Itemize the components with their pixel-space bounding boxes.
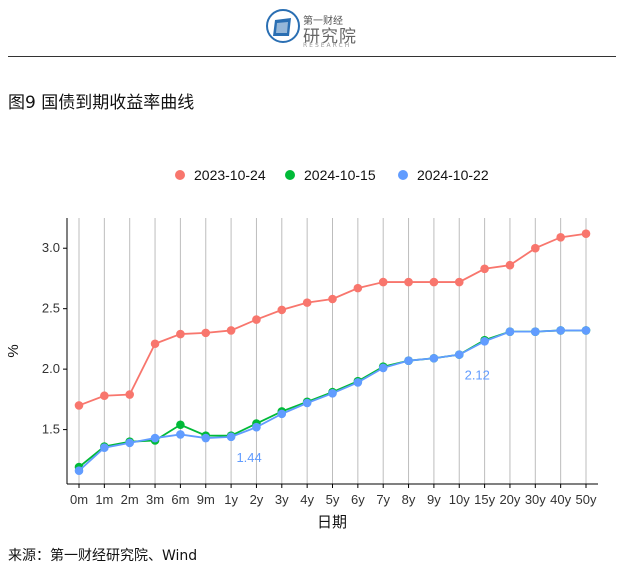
data-point xyxy=(429,277,439,287)
x-tick-label: 9m xyxy=(197,492,215,507)
header-divider xyxy=(8,56,616,57)
data-point xyxy=(353,283,363,293)
legend-item: 2024-10-22 xyxy=(398,167,489,183)
data-point xyxy=(581,326,591,335)
x-tick-label: 0m xyxy=(70,492,88,507)
legend-label: 2024-10-22 xyxy=(417,167,489,183)
x-tick-label: 7y xyxy=(376,492,390,507)
data-point xyxy=(100,443,109,453)
data-point xyxy=(176,420,185,430)
data-point xyxy=(556,233,565,242)
data-point xyxy=(252,315,261,324)
logo-text-top: 第一财经 xyxy=(303,16,343,27)
chart-annotations: 1.44 2.12 xyxy=(236,368,489,465)
data-point xyxy=(201,433,211,443)
logo-text-main: 研究院 xyxy=(303,27,357,47)
legend-key xyxy=(285,170,295,180)
x-tick-label: 2y xyxy=(250,492,264,507)
logo: 第一财经 研究院 RESEARCH xyxy=(265,6,375,49)
x-tick-label: 3m xyxy=(146,492,164,507)
data-point xyxy=(277,305,287,315)
legend-item: 2024-10-15 xyxy=(285,167,376,183)
x-tick-label: 50y xyxy=(576,492,597,507)
data-point xyxy=(328,389,337,398)
data-point xyxy=(454,277,464,287)
x-axis-label: 日期 xyxy=(317,513,347,531)
chart-legend: 2023-10-24 2024-10-15 2024-10-22 xyxy=(175,167,489,183)
chart-series xyxy=(74,229,591,476)
x-tick-label: 4y xyxy=(300,492,314,507)
y-tick-label: 2.5 xyxy=(42,301,60,316)
x-tick-label: 3y xyxy=(275,492,289,507)
data-point xyxy=(378,363,388,373)
x-tick-label: 5y xyxy=(326,492,340,507)
x-tick-label: 40y xyxy=(550,492,571,507)
x-tick-label: 1y xyxy=(224,492,238,507)
x-tick-label: 9y xyxy=(427,492,441,507)
logo-emblem-icon xyxy=(266,9,300,43)
source-note: 来源：第一财经研究院、Wind xyxy=(8,548,198,564)
legend-key xyxy=(398,170,408,180)
x-tick-label: 8y xyxy=(402,492,416,507)
y-tick-label: 1.5 xyxy=(42,422,60,437)
logo-text-sub: RESEARCH xyxy=(303,42,352,49)
data-point xyxy=(581,229,591,239)
y-tick-label: 3.0 xyxy=(42,240,60,255)
data-label: 2.12 xyxy=(465,368,490,383)
data-point xyxy=(556,326,565,335)
data-point xyxy=(531,243,540,253)
data-point xyxy=(125,438,134,448)
data-point xyxy=(429,353,439,363)
data-point xyxy=(378,277,388,287)
y-ticks: 1.5 2.0 2.5 3.0 xyxy=(42,240,67,437)
data-point xyxy=(302,298,312,307)
data-point xyxy=(505,260,515,270)
series-2023-10-24 xyxy=(74,229,591,410)
x-tick-label: 6m xyxy=(171,492,189,507)
data-point xyxy=(226,432,236,442)
x-ticks: 0m 1m 2m 3m 6m 9m 1y 2y 3y 4y 5y 6y 7y 8y 9y 10y 15y 20y 3… xyxy=(70,484,597,507)
x-tick-label: 10y xyxy=(449,492,470,507)
data-point xyxy=(150,339,160,349)
x-tick-label: 15y xyxy=(474,492,495,507)
data-point xyxy=(226,326,236,335)
data-point xyxy=(176,329,185,339)
legend-label: 2023-10-24 xyxy=(194,167,266,183)
data-point xyxy=(404,277,413,287)
x-tick-label: 1m xyxy=(95,492,113,507)
y-axis-label: % xyxy=(5,344,22,357)
data-point xyxy=(505,327,515,336)
data-point xyxy=(125,390,134,399)
x-tick-label: 6y xyxy=(351,492,365,507)
data-label: 1.44 xyxy=(236,450,261,465)
data-point xyxy=(454,350,464,359)
header: 第一财经 研究院 RESEARCH xyxy=(0,0,640,60)
x-tick-label: 20y xyxy=(499,492,520,507)
data-point xyxy=(404,356,413,365)
x-tick-label: 30y xyxy=(525,492,546,507)
data-point xyxy=(74,401,84,410)
legend-label: 2024-10-15 xyxy=(304,167,376,183)
data-point xyxy=(100,391,109,401)
legend-item: 2023-10-24 xyxy=(175,167,266,183)
data-point xyxy=(480,337,489,346)
data-point xyxy=(328,294,337,304)
data-point xyxy=(150,433,160,443)
data-point xyxy=(74,466,84,476)
data-point xyxy=(277,409,287,419)
data-point xyxy=(302,398,312,408)
legend-key xyxy=(175,170,185,180)
data-point xyxy=(201,328,211,338)
data-point xyxy=(176,430,185,439)
x-tick-label: 2m xyxy=(121,492,139,507)
data-point xyxy=(252,422,261,432)
figure-title: 图9 国债到期收益率曲线 xyxy=(8,93,195,113)
data-point xyxy=(353,378,363,387)
data-point xyxy=(531,327,540,336)
series-2024-10-22 xyxy=(74,326,591,476)
y-tick-label: 2.0 xyxy=(42,361,60,376)
data-point xyxy=(480,264,489,274)
